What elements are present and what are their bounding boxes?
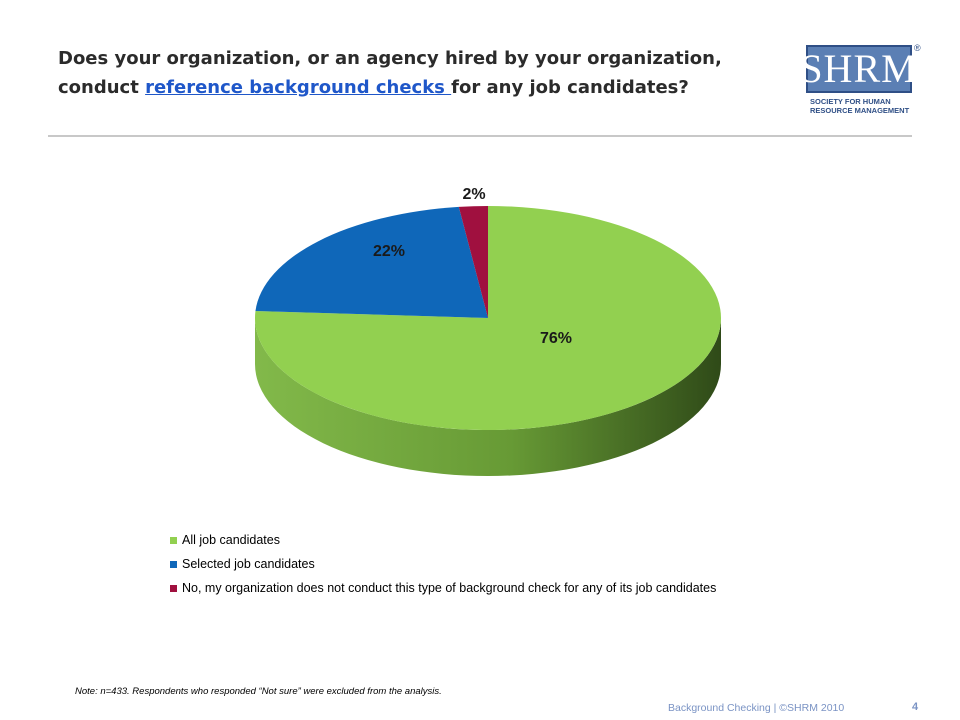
footnote: Note: n=433. Respondents who responded “…: [75, 686, 442, 697]
reference-background-checks-link[interactable]: reference background checks: [145, 77, 452, 98]
legend-item-no: No, my organization does not conduct thi…: [170, 576, 716, 600]
data-label-selected: 22%: [373, 243, 405, 260]
legend-label-no: No, my organization does not conduct thi…: [182, 581, 717, 595]
data-label-all: 76%: [540, 330, 572, 347]
legend-item-all: All job candidates: [170, 528, 716, 552]
footer-text: Background Checking | ©SHRM 2010: [668, 702, 845, 714]
pie-side-wall: [255, 318, 721, 476]
legend-label-all: All job candidates: [182, 533, 280, 547]
title-text-start: Does your organization, or an agency hir…: [58, 48, 722, 98]
legend-swatch-selected: [170, 560, 177, 568]
legend-swatch-all: [170, 536, 177, 544]
shrm-logo: SHRM ® Society for Human Resource Manage…: [800, 43, 920, 125]
title-text-end: for any job candidates?: [451, 77, 689, 98]
legend-item-selected: Selected job candidates: [170, 552, 716, 576]
shrm-logo-box: SHRM: [800, 45, 917, 93]
slide-title: Does your organization, or an agency hir…: [58, 44, 778, 102]
legend-swatch-no: [170, 584, 177, 592]
legend-label-selected: Selected job candidates: [182, 557, 315, 571]
pie-side-all: [255, 318, 721, 476]
pie-top-face: [255, 206, 722, 430]
shrm-logo-text: SHRM: [800, 46, 918, 91]
shrm-logo-subtitle: Society for Human Resource Management: [810, 97, 910, 115]
pie-data-labels: 76% 22% 2%: [373, 186, 572, 347]
page-number: 4: [912, 701, 919, 713]
pie-slice-no: [458, 206, 488, 318]
title-divider: [48, 135, 912, 137]
pie-slice-selected: [255, 206, 488, 318]
chart-legend: All job candidates Selected job candidat…: [170, 528, 716, 600]
data-label-no: 2%: [462, 186, 485, 203]
registered-mark: ®: [914, 43, 921, 53]
pie-slice-all: [255, 206, 722, 430]
